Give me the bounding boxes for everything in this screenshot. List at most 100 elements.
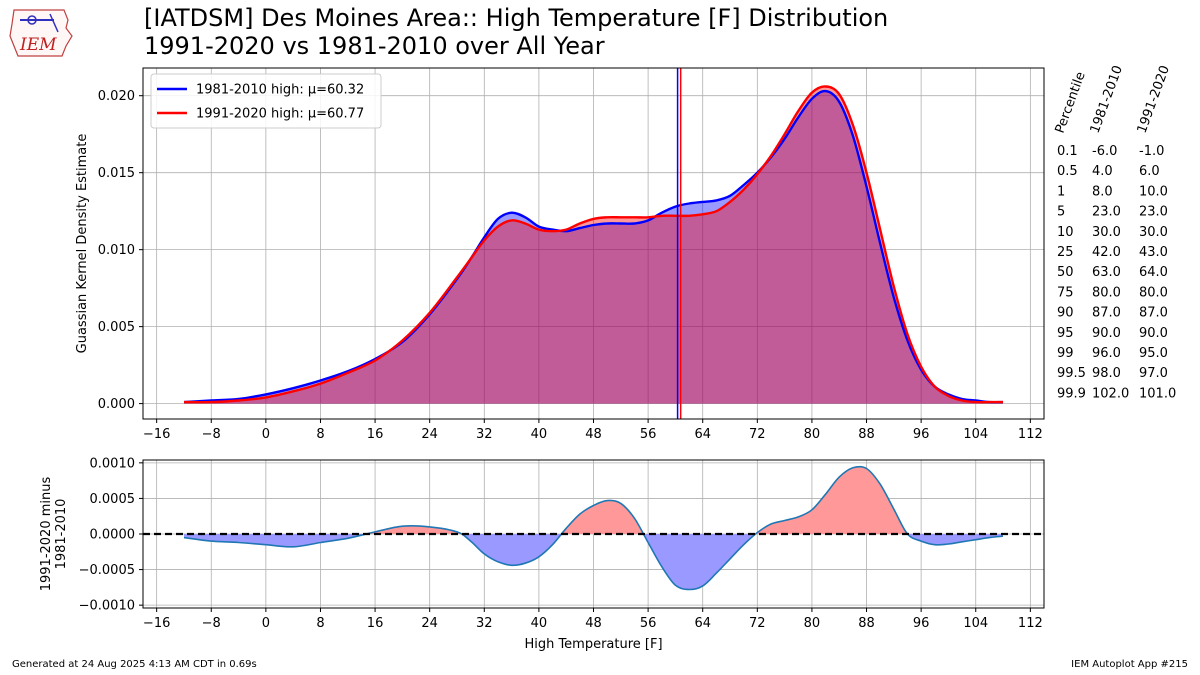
table-cell: -1.0	[1139, 144, 1164, 159]
table-cell: 23.0	[1139, 205, 1168, 220]
table-cell: 99.5	[1057, 366, 1086, 381]
legend: 1981-2010 high: μ=60.32 1991-2020 high: μ…	[150, 73, 382, 129]
y-tick-label: −0.0010	[79, 599, 135, 614]
y-tick-label: 0.0005	[90, 492, 136, 507]
x-tick-label: 64	[694, 427, 711, 442]
series-line-1	[183, 85, 1003, 404]
footer-generated: Generated at 24 Aug 2025 4:13 AM CDT in …	[12, 659, 257, 670]
x-tick-label: 16	[367, 427, 384, 442]
x-tick-label: 40	[531, 616, 548, 631]
table-cell: 87.0	[1092, 306, 1121, 321]
x-tick-label: −16	[143, 427, 170, 442]
top-plot-area	[183, 68, 1004, 419]
table-cell: 1	[1057, 184, 1065, 199]
y-tick-label: −0.0005	[79, 563, 135, 578]
series-area-1	[184, 86, 1003, 404]
legend-box	[150, 73, 382, 129]
table-cell: 63.0	[1092, 265, 1121, 280]
table-cell: 0.1	[1057, 144, 1078, 159]
logo-text: IEM	[19, 35, 57, 55]
table-cell: 10	[1057, 225, 1074, 240]
x-tick-label: 112	[1018, 616, 1043, 631]
x-tick-label: 56	[640, 427, 657, 442]
table-cell: 99	[1057, 346, 1074, 361]
x-tick-label: 8	[316, 427, 324, 442]
y-tick-label: 0.015	[98, 166, 135, 181]
difference-line	[183, 465, 1004, 591]
x-tick-label: 56	[640, 616, 657, 631]
table-cell: 90.0	[1139, 326, 1168, 341]
table-cell: 80.0	[1139, 285, 1168, 300]
y-axis-label: Guassian Kernel Density Estimate	[75, 134, 90, 354]
table-header-2: 1991-2020	[1135, 64, 1173, 136]
legend-label-1: 1991-2020 high: μ=60.77	[196, 107, 364, 122]
x-tick-label: 0	[262, 427, 270, 442]
table-cell: 95.0	[1139, 346, 1168, 361]
x-tick-label: 48	[585, 616, 602, 631]
table-cell: 97.0	[1139, 366, 1168, 381]
table-cell: 50	[1057, 265, 1074, 280]
x-tick-label: 80	[804, 427, 821, 442]
y-tick-label: 0.010	[98, 243, 135, 258]
difference-negative-fill	[184, 534, 1003, 590]
table-cell: 80.0	[1092, 285, 1121, 300]
table-cell: 42.0	[1092, 245, 1121, 260]
table-header-1: 1981-2010	[1088, 64, 1126, 136]
table-cell: 64.0	[1139, 265, 1168, 280]
x-tick-label: 72	[749, 427, 766, 442]
x-tick-label: 80	[804, 616, 821, 631]
table-cell: 30.0	[1092, 225, 1121, 240]
x-tick-label: 48	[585, 427, 602, 442]
table-cell: 101.0	[1139, 386, 1176, 401]
x-tick-label: 72	[749, 616, 766, 631]
x-tick-label: 8	[316, 616, 324, 631]
table-cell: -6.0	[1092, 144, 1117, 159]
table-cell: 25	[1057, 245, 1074, 260]
x-tick-label: −8	[202, 616, 221, 631]
y-axis-label-line: 1981-2010	[54, 499, 69, 570]
y-axis-label-line: 1991-2020 minus	[39, 477, 54, 592]
chart-title: [IATDSM] Des Moines Area:: High Temperat…	[144, 4, 888, 60]
x-tick-label: 104	[963, 427, 988, 442]
series-area-0	[184, 91, 1003, 404]
table-cell: 98.0	[1092, 366, 1121, 381]
x-axis-label: High Temperature [F]	[524, 637, 662, 652]
table-cell: 90	[1057, 306, 1074, 321]
table-cell: 102.0	[1092, 386, 1129, 401]
y-tick-label: 0.0000	[90, 528, 136, 543]
x-tick-label: −8	[202, 427, 221, 442]
table-cell: 96.0	[1092, 346, 1121, 361]
y-axis-label-line: Guassian Kernel Density Estimate	[75, 134, 90, 354]
x-tick-label: 88	[858, 427, 875, 442]
table-cell: 30.0	[1139, 225, 1168, 240]
x-tick-label: 24	[421, 616, 438, 631]
table-cell: 90.0	[1092, 326, 1121, 341]
iem-logo: IEM	[6, 6, 78, 60]
x-tick-label: 16	[367, 616, 384, 631]
title-line-2: 1991-2020 vs 1981-2010 over All Year	[144, 32, 605, 60]
table-cell: 43.0	[1139, 245, 1168, 260]
table-header-0: Percentile	[1053, 70, 1089, 135]
table-cell: 4.0	[1092, 164, 1113, 179]
title-line-1: [IATDSM] Des Moines Area:: High Temperat…	[144, 4, 889, 32]
table-cell: 0.5	[1057, 164, 1078, 179]
x-tick-label: 24	[421, 427, 438, 442]
x-tick-label: 104	[963, 616, 988, 631]
y-tick-label: 0.005	[98, 320, 135, 335]
y-tick-label: 0.000	[98, 397, 135, 412]
table-cell: 10.0	[1139, 184, 1168, 199]
bottom-plot-area	[143, 465, 1044, 591]
y-axis-label: 1991-2020 minus1981-2010	[39, 477, 69, 592]
x-tick-label: 32	[476, 616, 493, 631]
x-tick-label: −16	[143, 616, 170, 631]
table-cell: 75	[1057, 285, 1074, 300]
legend-label-0: 1981-2010 high: μ=60.32	[196, 83, 364, 98]
x-tick-label: 96	[913, 616, 930, 631]
table-cell: 5	[1057, 205, 1065, 220]
x-tick-label: 96	[913, 427, 930, 442]
x-tick-label: 32	[476, 427, 493, 442]
x-tick-label: 40	[531, 427, 548, 442]
x-tick-label: 112	[1018, 427, 1043, 442]
